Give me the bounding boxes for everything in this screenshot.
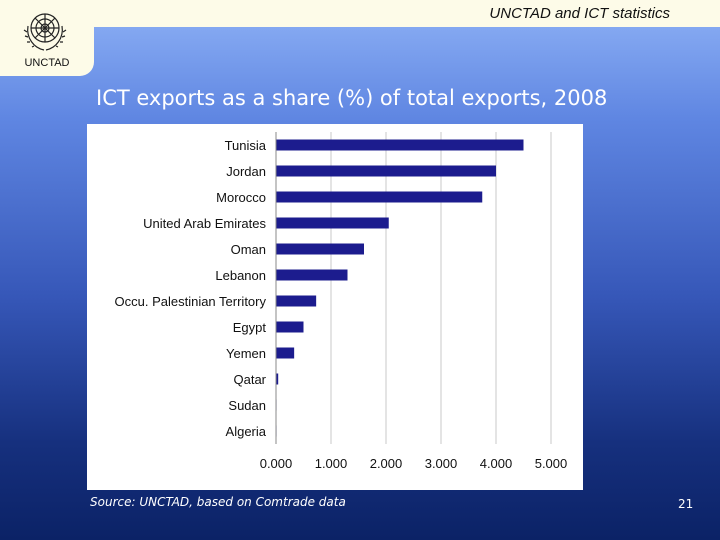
x-tick-label: 1.000 xyxy=(315,456,348,471)
category-label: Tunisia xyxy=(225,138,267,153)
header-title: UNCTAD and ICT statistics xyxy=(489,5,670,22)
un-emblem-icon xyxy=(23,13,67,51)
category-label: Morocco xyxy=(216,190,266,205)
category-label: Sudan xyxy=(228,398,266,413)
bar xyxy=(276,139,524,151)
bar xyxy=(276,347,295,359)
category-label: Occu. Palestinian Territory xyxy=(115,294,267,309)
category-label: Qatar xyxy=(233,372,266,387)
category-label: United Arab Emirates xyxy=(143,216,266,231)
x-tick-label: 0.000 xyxy=(260,456,293,471)
bar xyxy=(276,243,364,255)
logo-box: UNCTAD xyxy=(0,0,94,76)
bar-chart: 0.000 1.000 2.000 3.000 4.000 5.000 Tunisia Jor… xyxy=(115,132,568,471)
bar xyxy=(276,269,348,281)
bar xyxy=(276,191,483,203)
chart-panel: 0.000 1.000 2.000 3.000 4.000 5.000 Tunisia Jor… xyxy=(87,124,583,490)
bar xyxy=(276,217,389,229)
category-label: Lebanon xyxy=(215,268,266,283)
category-label: Oman xyxy=(231,242,266,257)
slide-title: ICT exports as a share (%) of total expo… xyxy=(96,86,608,110)
bar xyxy=(276,321,304,333)
category-label: Jordan xyxy=(226,164,266,179)
x-tick-label: 3.000 xyxy=(425,456,458,471)
page-number: 21 xyxy=(678,497,694,511)
bar xyxy=(276,165,496,177)
x-tick-label: 5.000 xyxy=(535,456,568,471)
bar xyxy=(276,295,317,307)
x-tick-label: 4.000 xyxy=(480,456,513,471)
category-label: Algeria xyxy=(226,424,267,439)
bar xyxy=(276,373,279,385)
top-band xyxy=(0,0,720,27)
category-label: Egypt xyxy=(233,320,267,335)
x-tick-label: 2.000 xyxy=(370,456,403,471)
source-note: Source: UNCTAD, based on Comtrade data xyxy=(90,495,346,509)
category-label: Yemen xyxy=(226,346,266,361)
logo-text: UNCTAD xyxy=(24,57,70,69)
